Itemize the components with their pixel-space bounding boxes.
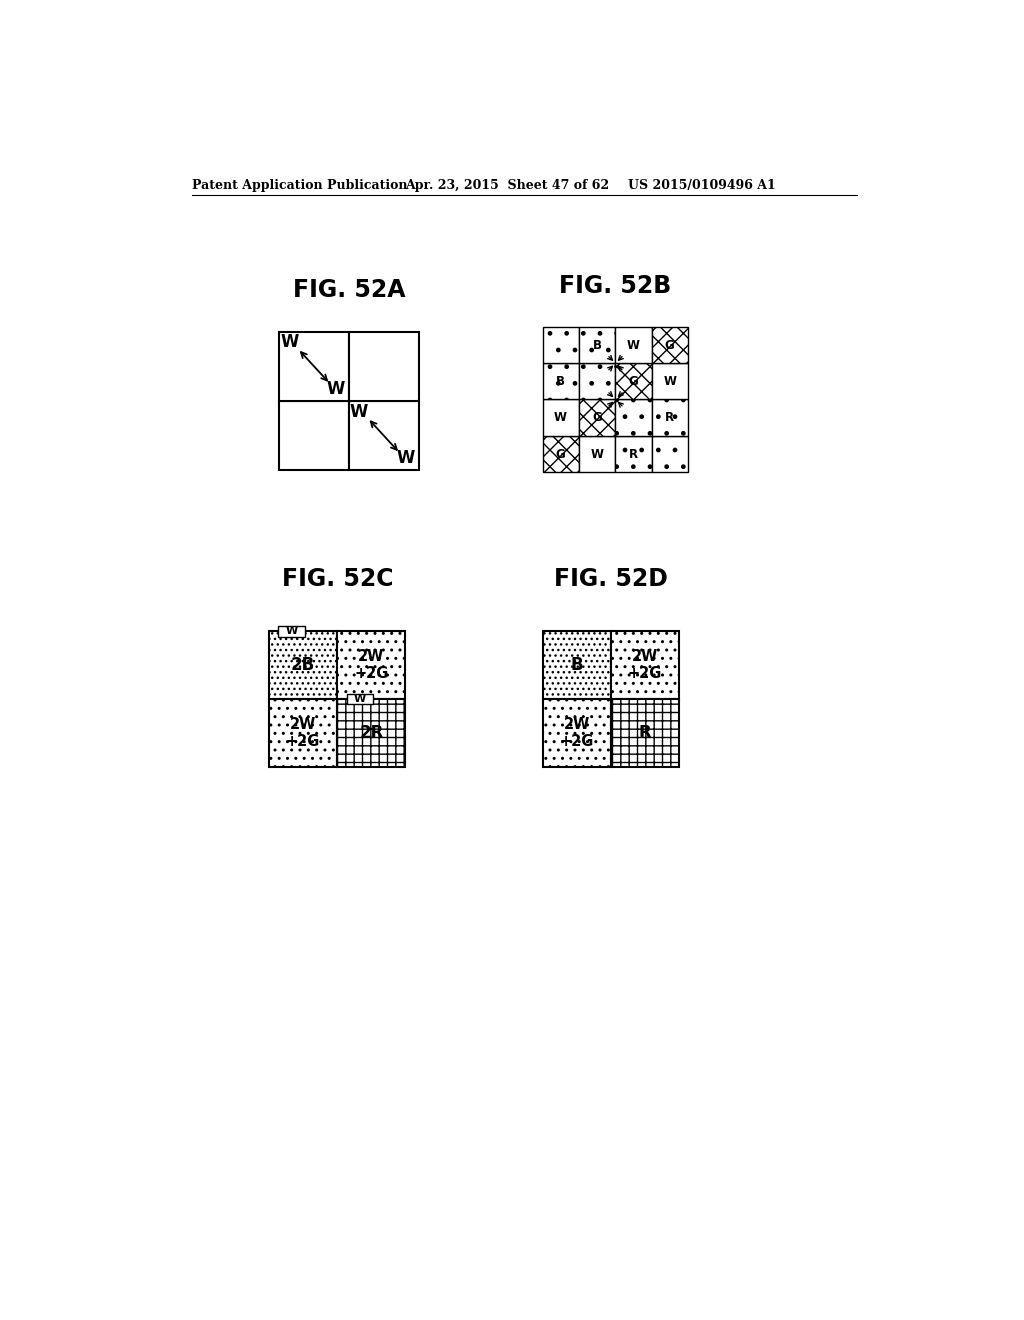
Text: W: W [627,339,640,352]
Text: G: G [556,447,565,461]
Bar [349,401,419,470]
Bar [579,400,615,436]
Bar [615,363,652,400]
Text: W: W [286,626,298,636]
Bar [615,400,652,436]
Text: Apr. 23, 2015  Sheet 47 of 62: Apr. 23, 2015 Sheet 47 of 62 [406,178,609,191]
Bar [346,693,373,705]
Text: W: W [280,334,298,351]
Bar [280,331,349,401]
Text: US 2015/0109496 A1: US 2015/0109496 A1 [628,178,775,191]
Bar [543,436,579,471]
Text: W: W [350,403,369,421]
Bar [337,700,406,767]
Bar [543,363,579,400]
Bar [652,363,688,400]
Text: 2W
+2G: 2W +2G [354,649,388,681]
Text: W: W [327,380,345,397]
Text: W: W [396,449,415,467]
Text: W: W [554,412,567,425]
Text: 2W
+2G: 2W +2G [628,649,663,681]
Bar [349,331,419,401]
Bar [652,400,688,436]
Bar [280,401,349,470]
Text: R: R [629,447,638,461]
Text: W: W [591,447,603,461]
Bar [543,327,579,363]
Bar [269,631,337,700]
Text: 2R: 2R [359,723,384,742]
Bar [543,631,611,700]
Bar [652,436,688,471]
Text: W: W [664,375,676,388]
Text: B: B [556,375,565,388]
Bar [543,700,611,767]
Bar [615,327,652,363]
Bar [579,436,615,471]
Text: R: R [639,723,651,742]
Bar [579,363,615,400]
Bar [615,436,652,471]
Bar [337,631,406,700]
Text: FIG. 52A: FIG. 52A [293,279,406,302]
Bar [543,400,579,436]
Bar [611,631,679,700]
Text: B: B [592,339,601,352]
Text: W: W [353,694,366,704]
Text: FIG. 52D: FIG. 52D [554,568,668,591]
Bar [269,700,337,767]
Bar [279,626,305,636]
Text: R: R [666,412,674,425]
Text: 2B: 2B [291,656,315,675]
Bar [652,327,688,363]
Text: G: G [592,412,602,425]
Text: G: G [665,339,675,352]
Text: 2W
+2G: 2W +2G [559,717,594,748]
Text: FIG. 52B: FIG. 52B [559,273,672,298]
Bar [579,327,615,363]
Text: 2W
+2G: 2W +2G [286,717,321,748]
Text: G: G [629,375,638,388]
Text: B: B [570,656,583,675]
Text: FIG. 52C: FIG. 52C [282,568,393,591]
Bar [611,700,679,767]
Text: Patent Application Publication: Patent Application Publication [193,178,408,191]
